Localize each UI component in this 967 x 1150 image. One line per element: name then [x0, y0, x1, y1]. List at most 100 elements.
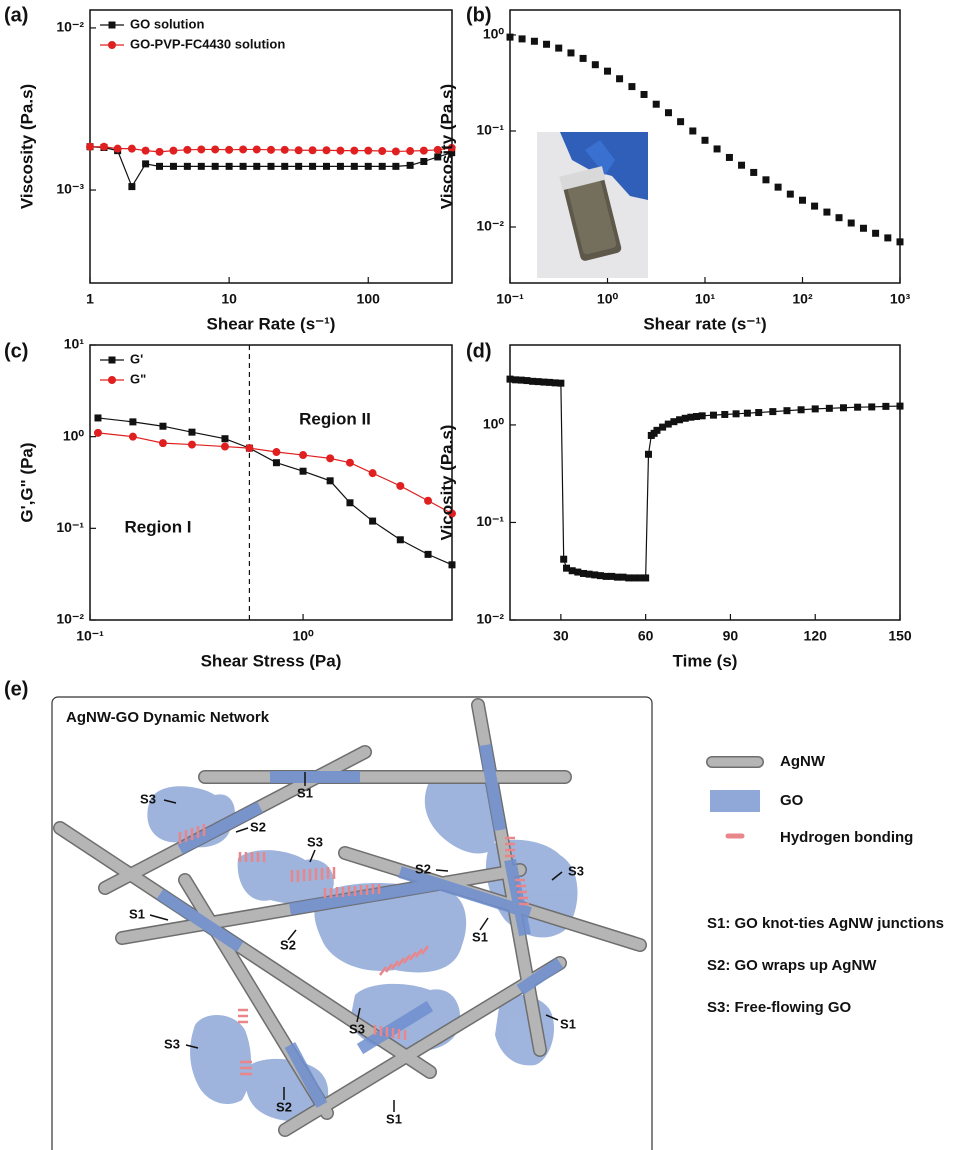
data-point [774, 183, 782, 191]
y-tick-label: 10¹ [64, 336, 85, 352]
data-point [326, 454, 335, 463]
x-axis-label: Shear rate (s⁻¹) [643, 314, 766, 333]
y-tick-label: 10⁰ [483, 26, 505, 42]
legend-marker [108, 41, 116, 49]
data-point [551, 379, 559, 387]
y-axis-label: Vicosity (Pa.s) [437, 425, 456, 541]
data-point [253, 162, 261, 170]
y-axis-label: Viscosity (Pa.s) [437, 84, 456, 209]
data-point [619, 573, 627, 581]
data-point [158, 439, 167, 448]
x-tick-label: 100 [357, 291, 381, 307]
data-point [239, 145, 248, 154]
diagram-label: S1 [129, 906, 145, 921]
data-point [308, 146, 317, 155]
data-point [557, 379, 565, 387]
diagram-label: S3 [164, 1036, 180, 1051]
hydrogen-bonds [178, 824, 529, 1076]
data-point [783, 407, 791, 415]
data-point [197, 162, 205, 170]
data-point [252, 145, 261, 154]
diagram-legend: AgNW GO Hydrogen bonding S1: GO knot-tie… [706, 753, 944, 1016]
data-point [786, 190, 794, 198]
data-point [129, 418, 137, 426]
data-point [295, 162, 303, 170]
data-point [534, 378, 542, 386]
data-point [378, 147, 387, 156]
data-point [693, 413, 701, 421]
data-point [299, 467, 307, 475]
data-point [560, 555, 568, 563]
data-point [896, 402, 904, 410]
data-point [280, 145, 289, 154]
data-point [677, 118, 685, 126]
data-point [159, 422, 167, 430]
data-point [630, 574, 638, 582]
data-point [681, 414, 689, 422]
data-point [267, 162, 275, 170]
data-point [591, 61, 599, 69]
data-point [424, 496, 433, 505]
panel-label: (e) [4, 678, 28, 700]
note: S3: Free-flowing GO [707, 999, 852, 1016]
data-point [369, 517, 377, 525]
legend-label: GO solution [130, 16, 204, 31]
data-point [188, 428, 196, 436]
data-point [391, 147, 400, 156]
y-tick-label: 10⁰ [483, 416, 505, 432]
data-point [220, 442, 229, 451]
agnw-rods [53, 698, 647, 1137]
data-point [294, 146, 303, 155]
data-point [512, 376, 520, 384]
x-tick-label: 10 [221, 291, 237, 307]
data-point [854, 403, 862, 411]
data-point [713, 145, 721, 153]
data-point [769, 408, 777, 416]
y-axis-label: Viscosity (Pa.s) [17, 84, 36, 209]
data-point [574, 568, 582, 576]
data-point [884, 234, 892, 242]
data-point [529, 377, 537, 385]
data-point [709, 411, 717, 419]
data-point [183, 145, 192, 154]
y-tick-label: 10⁻³ [56, 181, 84, 197]
data-point [326, 477, 334, 485]
data-point [346, 499, 354, 507]
data-point [322, 162, 330, 170]
data-point [882, 402, 890, 410]
data-point [642, 574, 650, 582]
diagram-label: S2 [276, 1099, 292, 1114]
legend-label: AgNW [780, 753, 826, 770]
data-point [99, 142, 108, 151]
inset-photo [537, 132, 648, 278]
x-tick-label: 30 [553, 628, 569, 644]
data-point [755, 409, 763, 417]
data-point [94, 414, 102, 422]
data-point [543, 40, 551, 48]
data-point [448, 561, 456, 569]
diagram-title: AgNW-GO Dynamic Network [66, 709, 270, 726]
data-point [670, 418, 678, 426]
data-point [872, 229, 880, 237]
data-point [750, 168, 758, 176]
data-point [378, 162, 386, 170]
data-point [506, 375, 514, 383]
data-point [762, 176, 770, 184]
data-point [309, 162, 317, 170]
pointer-arrows [149, 772, 563, 1112]
diagram-label: S1 [386, 1111, 402, 1126]
data-point [687, 413, 695, 421]
diagram-label: S1 [297, 785, 313, 800]
x-tick-label: 90 [723, 628, 739, 644]
y-tick-label: 10⁻¹ [476, 513, 504, 529]
data-point [732, 410, 740, 418]
data-point [448, 149, 456, 157]
data-point [336, 146, 345, 155]
y-tick-label: 10⁻¹ [56, 519, 84, 535]
data-point [169, 146, 178, 155]
x-axis-label: Time (s) [673, 651, 738, 670]
plot-frame [89, 344, 453, 621]
x-tick-label: 10¹ [695, 291, 716, 307]
note: S2: GO wraps up AgNW [707, 957, 877, 974]
